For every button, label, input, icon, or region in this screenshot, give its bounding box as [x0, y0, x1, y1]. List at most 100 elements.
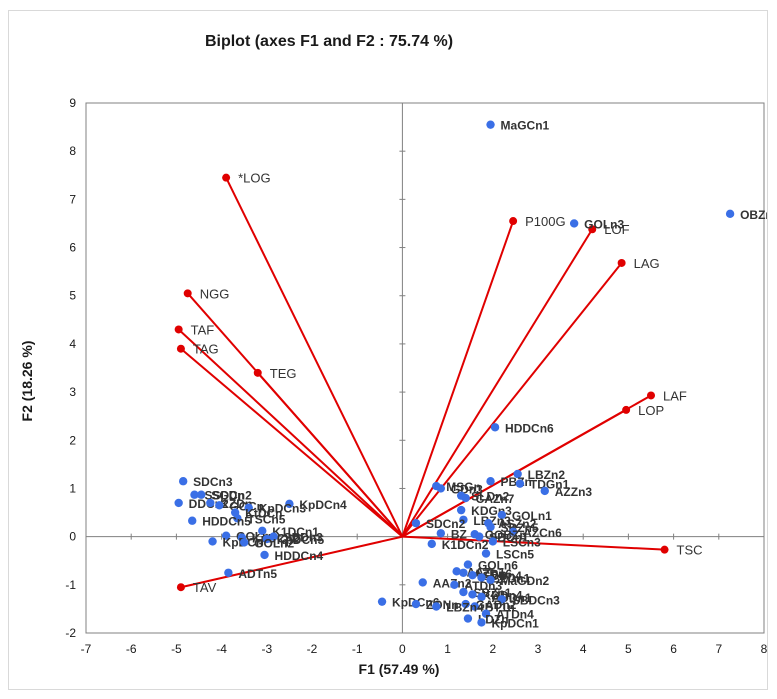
observation-point	[285, 499, 294, 509]
variable-label: LOP	[638, 403, 664, 418]
observation-point	[497, 510, 507, 520]
observation-point	[486, 575, 495, 585]
x-tick-label: 0	[399, 642, 406, 656]
observation-point	[515, 479, 525, 488]
variable-label: *LOG	[238, 171, 271, 186]
observation-point	[459, 587, 468, 597]
observation-point	[262, 534, 271, 544]
observation-label: HDDCn6	[505, 421, 554, 435]
chart-title: Biplot (axes F1 and F2 : 75.74 %)	[204, 33, 454, 50]
variable-label: P100G	[525, 214, 565, 229]
x-tick-label: 7	[715, 642, 722, 656]
observation-label: SLDn2	[471, 490, 509, 504]
x-tick-label: 3	[535, 642, 542, 656]
observation-label: KpDCn1	[492, 616, 540, 630]
variable-point	[183, 289, 192, 298]
observation-label: KtDCn	[245, 507, 282, 521]
observation-label: HDDCn4	[275, 549, 324, 563]
x-tick-label: 5	[625, 642, 632, 656]
variable-vector	[402, 535, 665, 551]
variable-label: NGG	[200, 286, 230, 301]
observation-point	[258, 526, 267, 536]
observation-label: ADTn5	[238, 567, 277, 581]
observation-label: GOLn1	[512, 509, 552, 523]
y-tick-label: 4	[69, 337, 76, 351]
x-tick-label: -1	[352, 642, 363, 656]
x-tick-label: -6	[126, 642, 137, 656]
x-tick-label: -3	[261, 642, 272, 656]
observation-label: K1DCn1	[272, 525, 319, 539]
observation-point	[475, 532, 484, 541]
variable-point	[253, 368, 262, 377]
observation-point	[463, 560, 473, 569]
variable-label: TAV	[193, 580, 217, 595]
observation-label: AZCn6	[523, 526, 562, 540]
observation-label: TSCn5	[247, 512, 285, 526]
observation-point	[427, 539, 436, 549]
variable-point	[588, 225, 597, 234]
variable-label: TSC	[677, 543, 703, 558]
observation-point	[486, 522, 495, 532]
observation-point	[490, 423, 500, 432]
y-axis-label: F2 (18.26 %)	[19, 340, 35, 422]
observation-label: LBZn2	[528, 468, 566, 482]
x-tick-label: 1	[444, 642, 451, 656]
observation-point	[418, 578, 427, 587]
observation-label: BZDn1	[492, 572, 531, 586]
observation-point	[569, 219, 579, 228]
observation-point	[188, 516, 197, 525]
observation-label: KZDn	[220, 497, 252, 511]
variable-vector	[257, 372, 404, 538]
observation-label: K1DCn2	[442, 538, 489, 552]
observation-point	[260, 550, 269, 560]
observation-point	[432, 602, 441, 611]
chart-frame: Biplot (axes F1 and F2 : 75.74 %) -7 -6 -5…	[8, 10, 768, 690]
observation-label: HDDCn5	[202, 515, 251, 529]
observation-point	[436, 484, 446, 493]
observation-point	[481, 549, 491, 558]
observation-point	[497, 595, 507, 604]
observation-point	[486, 477, 495, 486]
observation-label: SBCn1	[489, 531, 529, 545]
observation-label: LSCn5	[496, 548, 534, 562]
observation-point	[456, 505, 466, 515]
observation-point	[174, 498, 183, 508]
x-tick-label: 6	[670, 642, 677, 656]
observation-point	[461, 493, 470, 503]
observation-point	[221, 531, 231, 540]
observation-label: BZ	[451, 527, 467, 541]
observation-point	[468, 590, 477, 599]
observation-label: GOLn6	[478, 559, 518, 573]
observation-label: TDGn1	[530, 478, 570, 492]
x-tick-label: -2	[307, 642, 318, 656]
observation-point	[725, 209, 735, 219]
y-tick-label: -2	[65, 626, 76, 640]
observation-point	[452, 567, 461, 576]
variable-point	[660, 545, 669, 554]
x-tick-label: 8	[761, 642, 767, 656]
observation-label: MaGDn2	[501, 574, 550, 588]
observation-point	[463, 614, 473, 623]
observation-point	[481, 609, 491, 618]
observation-label: KpDCn4	[299, 498, 347, 512]
x-tick-label: -4	[216, 642, 227, 656]
observation-point	[540, 486, 549, 496]
x-axis-label: F1 (57.49 %)	[358, 661, 440, 677]
variable-label: LAF	[663, 388, 687, 403]
y-tick-label: 8	[69, 144, 76, 158]
observation-point	[488, 537, 497, 546]
observation-label: LSCn3	[503, 535, 541, 549]
observation-point	[190, 490, 199, 499]
y-tick-label: 6	[69, 241, 76, 255]
variable-point	[176, 583, 185, 592]
y-tick-label: 3	[69, 385, 76, 399]
variable-point	[509, 217, 518, 226]
observation-label: SSDCn2	[204, 489, 252, 503]
observation-label: LBZn3	[473, 514, 511, 528]
observation-label: SBDCn3	[512, 593, 560, 607]
variable-vector	[177, 328, 404, 538]
observation-label: SGDn	[211, 489, 244, 503]
observation-point	[486, 120, 495, 129]
variable-point	[622, 405, 631, 414]
observation-point	[477, 618, 486, 627]
